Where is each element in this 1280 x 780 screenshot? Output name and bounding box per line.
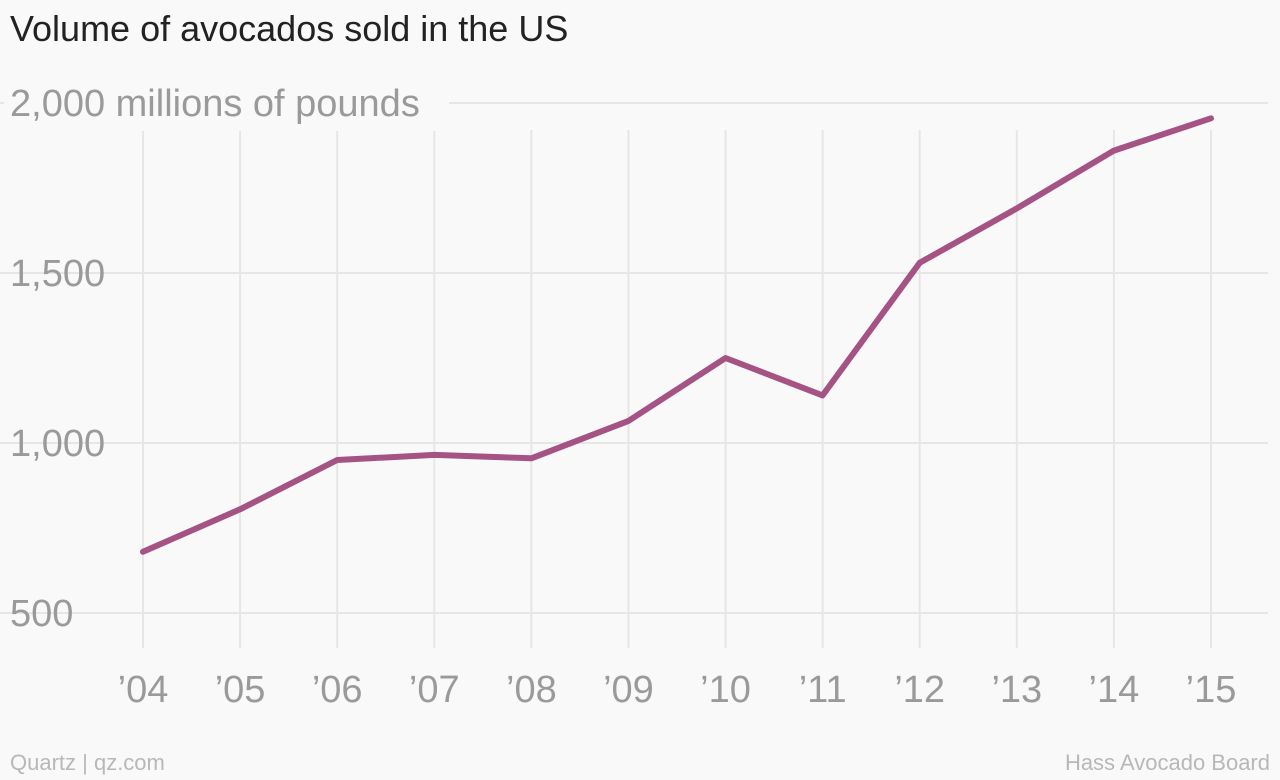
vertical-gridlines [142, 130, 1212, 648]
x-tick-label: ’04 [118, 669, 169, 711]
x-tick-label: ’07 [409, 669, 460, 711]
series-line [140, 115, 1214, 555]
x-tick-label: ’12 [894, 669, 945, 711]
x-tick-label: ’15 [1186, 669, 1237, 711]
x-tick-label: ’11 [799, 669, 847, 711]
horizontal-gridlines [0, 102, 1268, 614]
footer-source-left: Quartz | qz.com [10, 750, 165, 775]
x-tick-label: ’06 [312, 669, 363, 711]
x-tick-label: ’14 [1089, 669, 1140, 711]
footer-source-right: Hass Avocado Board [1064, 750, 1270, 775]
x-tick-label: ’08 [506, 669, 557, 711]
x-tick-label: ’05 [215, 669, 266, 711]
chart-title: Volume of avocados sold in the US [10, 8, 569, 49]
x-tick-label: ’10 [700, 669, 751, 711]
x-tick-label: ’09 [603, 669, 654, 711]
y-tick-label: 1,500 [10, 253, 105, 295]
y-tick-label: 2,000 millions of pounds [10, 83, 420, 125]
x-axis-tick-labels: ’04 ’05 ’06 ’07 ’08 ’09 ’10 ’11 ’12 ’13 ’14 ’15 [118, 669, 1237, 711]
y-label-background [4, 75, 449, 131]
y-axis-tick-labels: 2,000 millions of pounds 1,500 1,000 500 [4, 75, 449, 635]
series-lines [140, 115, 1214, 555]
y-tick-label: 500 [10, 593, 73, 635]
y-tick-label: 1,000 [10, 423, 105, 465]
x-tick-label: ’13 [991, 669, 1042, 711]
